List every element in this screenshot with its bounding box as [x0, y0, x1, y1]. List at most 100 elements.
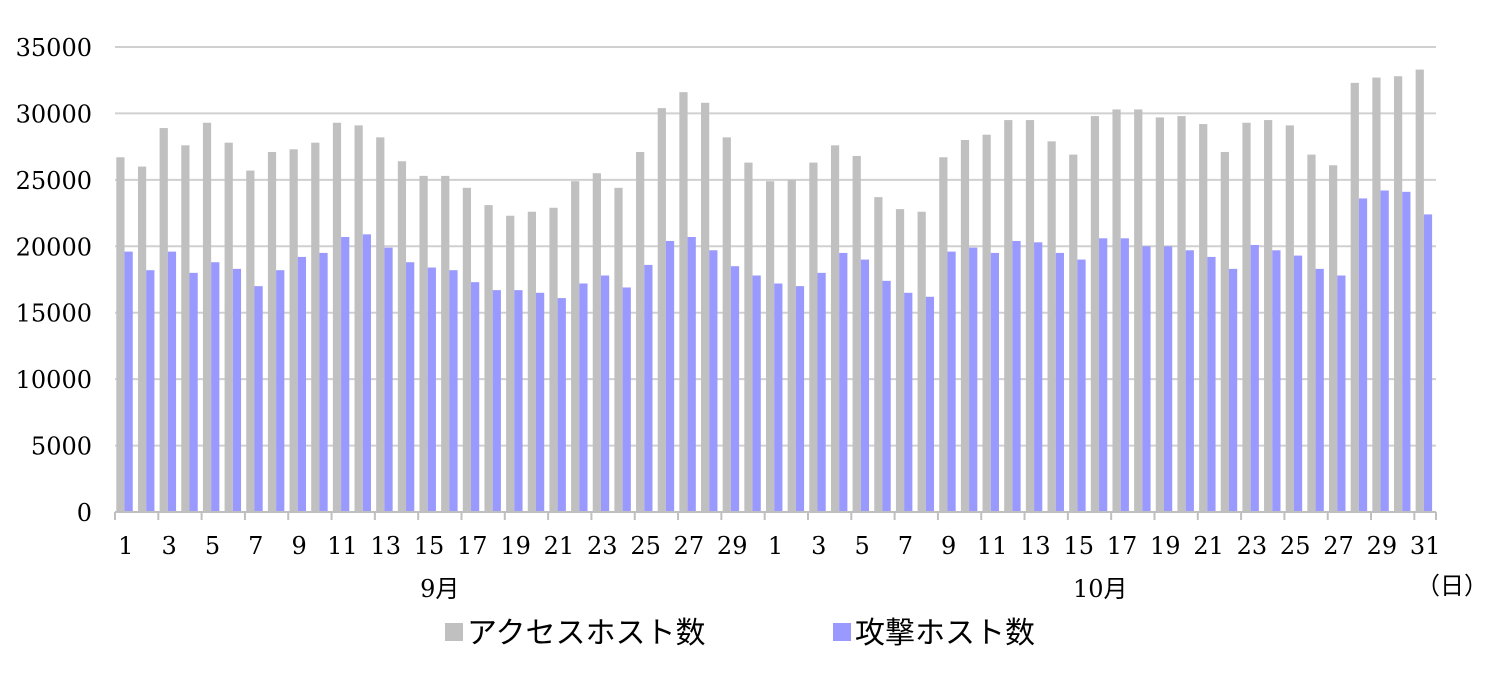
bar: [1393, 76, 1403, 512]
x-tick-label: 21: [1193, 532, 1224, 560]
bar: [1034, 242, 1043, 513]
bar: [427, 267, 436, 512]
legend: アクセスホスト数 攻撃ホスト数: [445, 616, 1035, 651]
bar: [376, 137, 385, 512]
x-tick-label: 13: [1020, 532, 1051, 560]
bar: [211, 262, 220, 512]
bar: [167, 251, 177, 512]
bar: [549, 207, 558, 512]
bar: [1228, 268, 1238, 512]
bar: [1090, 116, 1100, 512]
bar: [1055, 252, 1064, 512]
bar: [181, 145, 190, 512]
bar: [319, 252, 328, 512]
x-tick-label: 17: [457, 532, 488, 560]
bar: [874, 197, 883, 512]
x-tick-label: 5: [205, 532, 220, 560]
x-tick-label: 5: [854, 532, 869, 560]
bar: [1047, 141, 1056, 512]
bar: [1207, 256, 1216, 512]
bar: [1358, 198, 1368, 512]
bar: [406, 262, 415, 512]
bar: [1077, 259, 1086, 512]
bar: [557, 298, 566, 512]
x-tick-label: 1: [768, 532, 783, 560]
x-tick-label: 23: [587, 532, 618, 560]
bar: [1112, 109, 1121, 512]
x-tick-label: 15: [414, 532, 445, 560]
bar: [925, 296, 935, 512]
x-tick-label: 31: [1410, 532, 1441, 560]
bar: [462, 187, 472, 512]
y-tick-label: 25000: [16, 167, 92, 195]
bar: [701, 102, 710, 513]
bar: [1199, 124, 1208, 512]
bar: [947, 251, 956, 512]
bar: [246, 170, 255, 512]
bar: [492, 290, 501, 512]
x-tick-label: 29: [717, 532, 748, 560]
bar: [354, 125, 363, 512]
bar: [527, 211, 536, 513]
y-tick-label: 0: [77, 499, 92, 527]
bar: [752, 275, 761, 512]
bar: [232, 268, 242, 512]
bar: [146, 270, 155, 512]
bar: [839, 252, 848, 512]
bar: [571, 181, 580, 512]
y-tick-label: 35000: [16, 34, 92, 62]
bar: [1025, 120, 1035, 512]
bar: [917, 211, 926, 513]
x-tick-label: 1: [118, 532, 133, 560]
bar: [1415, 69, 1424, 512]
x-tick-label: 19: [500, 532, 531, 560]
x-tick-label: 13: [370, 532, 401, 560]
bar: [982, 134, 991, 512]
bar: [730, 266, 740, 512]
y-axis-ticks: 0 5000 10000 15000 20000 25000 30000 35000: [16, 34, 92, 527]
bar: [1402, 191, 1411, 512]
y-tick-label: 30000: [16, 100, 92, 128]
bar: [419, 175, 428, 512]
bar: [276, 270, 285, 512]
bar: [636, 151, 645, 512]
bar: [1264, 120, 1273, 512]
bar: [687, 236, 696, 513]
bar: [254, 286, 263, 512]
bar: [1012, 240, 1021, 512]
bar: [765, 181, 775, 512]
x-tick-label: 3: [811, 532, 826, 560]
bar: [267, 151, 277, 512]
y-tick-label: 15000: [16, 300, 92, 328]
bar: [990, 252, 999, 512]
bar: [809, 162, 818, 512]
bar: [774, 283, 783, 512]
y-tick-label: 10000: [16, 366, 92, 394]
x-tick-label: 3: [161, 532, 176, 560]
bar: [787, 179, 796, 513]
bar: [592, 173, 601, 512]
month-label: 9月: [420, 575, 459, 603]
x-tick-label: 11: [977, 532, 1008, 560]
bar: [1185, 250, 1194, 512]
x-tick-label: 11: [327, 532, 358, 560]
bar: [224, 142, 233, 512]
bar: [1242, 122, 1251, 512]
bar: [1285, 125, 1294, 512]
bar: [1250, 244, 1259, 512]
bar: [1293, 255, 1303, 512]
bar: [514, 290, 523, 512]
x-tick-label: 9: [291, 532, 306, 560]
bar: [969, 247, 978, 513]
bar: [1120, 238, 1129, 512]
x-tick-label: 15: [1063, 532, 1094, 560]
bar: [1134, 109, 1143, 512]
x-tick-label: 29: [1367, 532, 1398, 560]
bar: [939, 157, 948, 512]
bar: [1155, 117, 1164, 512]
bar: [1069, 154, 1078, 513]
x-axis-ticks: 1 3 5 7 9 11 13 15 17 19 21 23 25 27 29 1 3 5 7 9 11 13 15 17 19…: [114, 512, 1441, 560]
bar: [795, 286, 805, 512]
bar: [1220, 151, 1229, 512]
bar: [1380, 190, 1389, 513]
